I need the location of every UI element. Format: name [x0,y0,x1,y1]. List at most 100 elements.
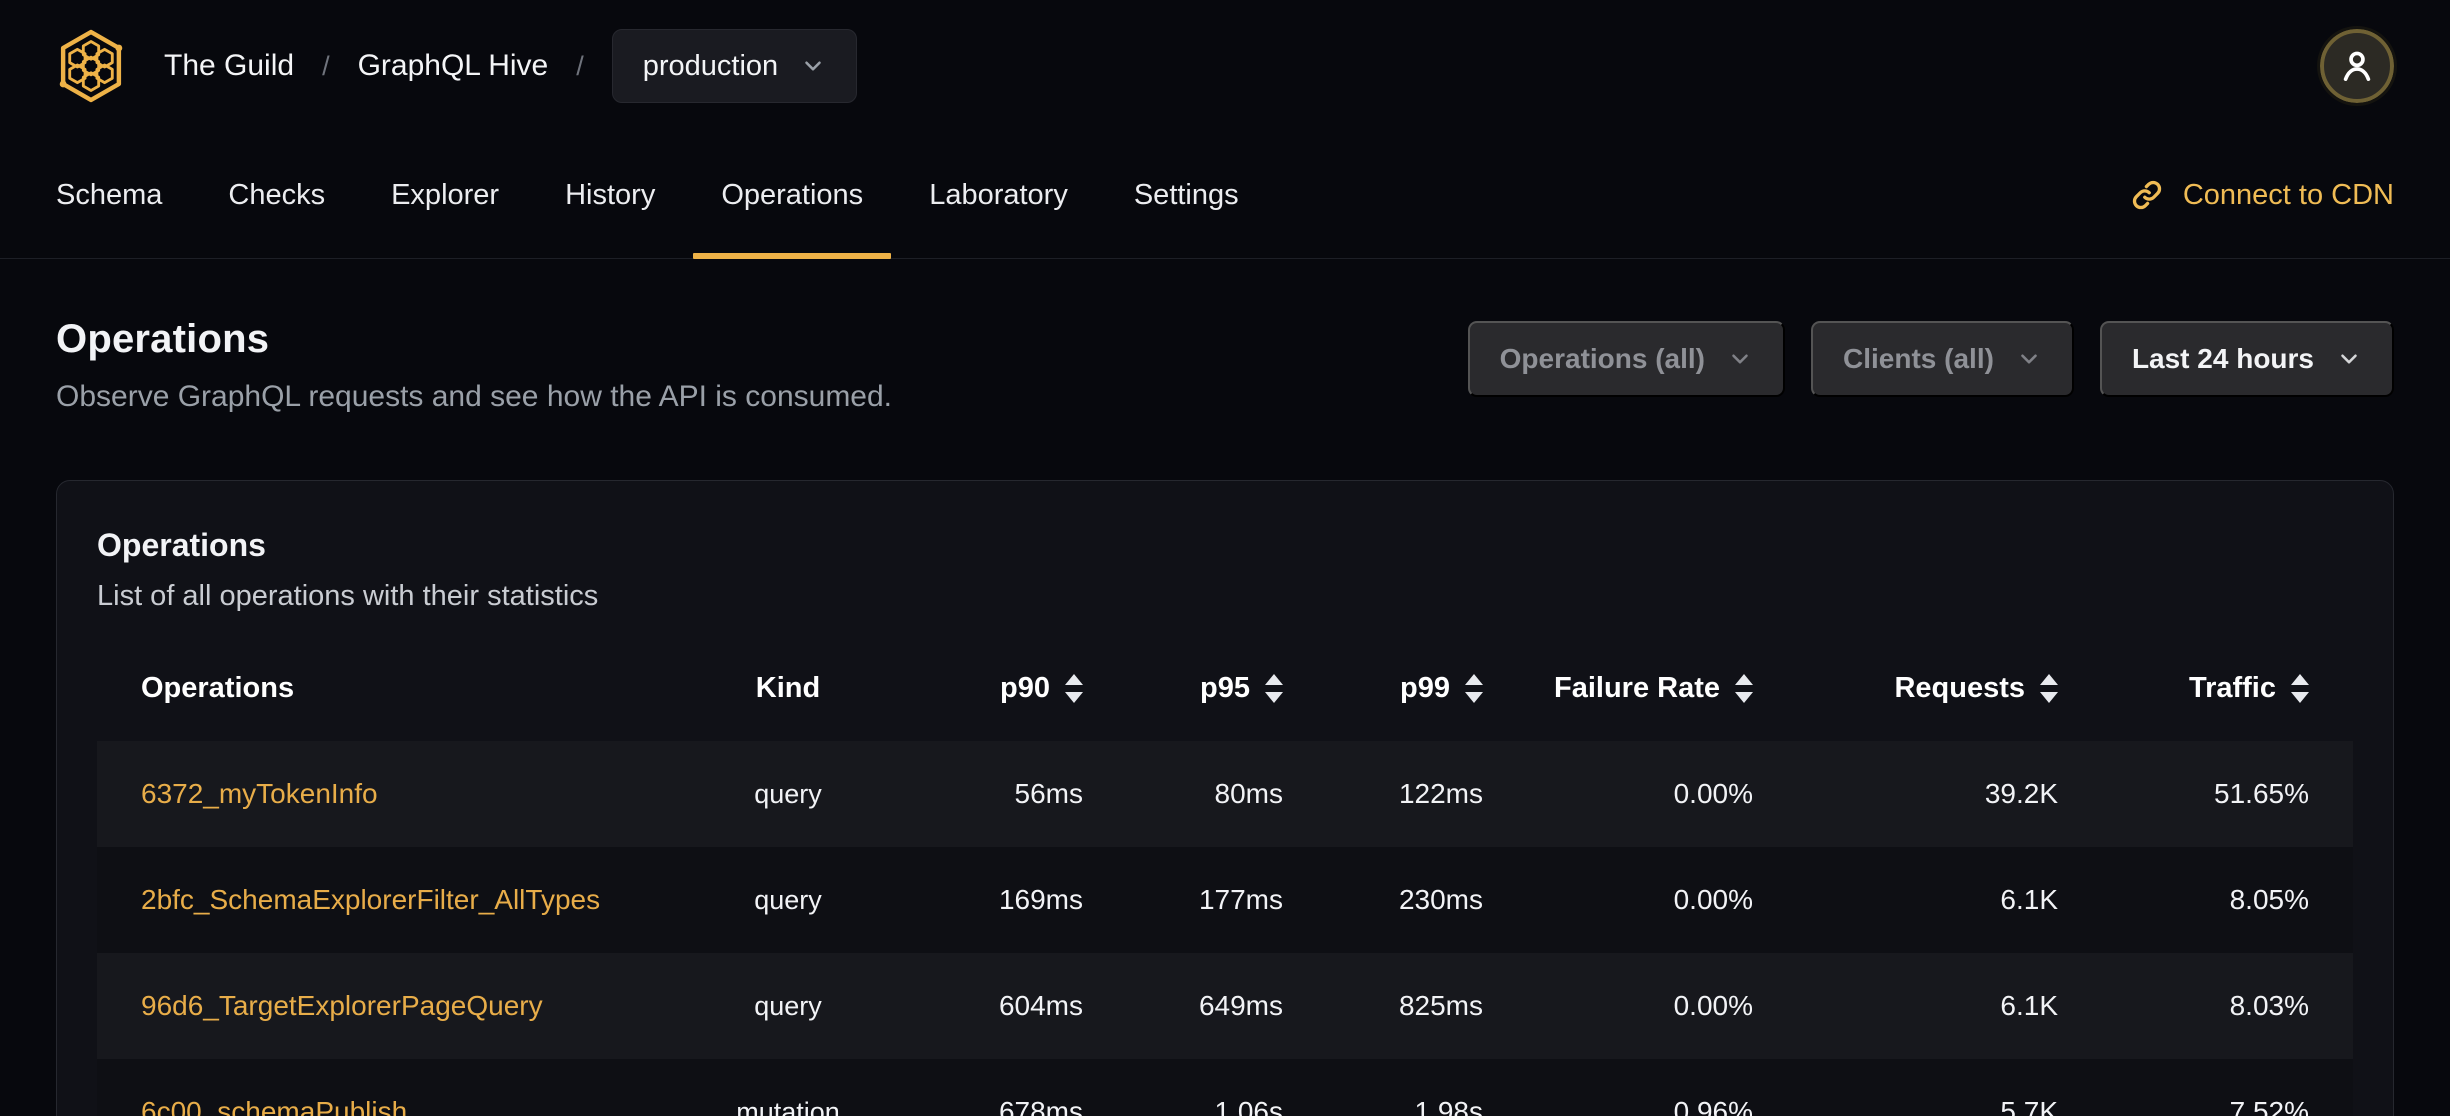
cell-name: 96d6_TargetExplorerPageQuery [97,990,693,1022]
tab-label: History [565,178,656,211]
chevron-down-icon [805,61,821,71]
cell-p99: 825ms [1398,990,1483,1021]
chevron-down-icon [1732,354,1748,364]
page-head-text: Operations Observe GraphQL requests and … [56,317,892,414]
clients-filter-button[interactable]: Clients (all) [1811,321,2074,397]
breadcrumb-org-link[interactable]: The Guild [164,49,295,82]
header-cell-kind: Kind [693,672,883,705]
tab-label: Checks [228,178,326,211]
operation-name-link[interactable]: 6372_myTokenInfo [141,778,378,809]
cell-kind: mutation [736,1096,840,1116]
card-title: Operations [97,527,266,563]
table-row: 6c00_schemaPublish mutation 678ms 1.06s 1.98… [97,1059,2353,1116]
header-cell-requests[interactable]: Requests [1753,672,2058,705]
tab-label: Schema [56,178,163,211]
header-cell-traffic[interactable]: Traffic [2058,672,2353,705]
cell-p95: 649ms [1198,990,1283,1021]
column-label: Traffic [2188,671,2276,704]
time-range-button[interactable]: Last 24 hours [2099,321,2394,397]
operations-stats-card: Operations List of all operations with t… [56,480,2394,1116]
chevron-down-icon [2021,354,2037,364]
column-label: Requests [1894,671,2025,704]
cell-traffic: 51.65% [2214,778,2309,809]
column-label: Operations [141,671,295,704]
cell-requests: 39.2K [1984,778,2058,809]
cell-requests: 5.7K [2000,1096,2058,1116]
tab-checks[interactable]: Checks [228,132,325,258]
tab-label: Laboratory [929,178,1068,211]
chevron-down-icon [2341,354,2357,364]
table-header: Operations Kind p90 p95 p99 Failure Rate Reque… [97,649,2353,727]
person-icon [2343,51,2371,81]
header-cell-p90[interactable]: p90 [883,672,1083,705]
tab-history[interactable]: History [565,132,655,258]
operations-filter-button[interactable]: Operations (all) [1467,321,1786,397]
cell-failure_rate: 0.00% [1673,990,1753,1021]
operation-name-link[interactable]: 2bfc_SchemaExplorerFilter_AllTypes [141,884,601,915]
nav-tabs-bar: Schema Checks Explorer History Operations Lab… [0,132,2450,259]
cell-p99: 122ms [1398,778,1483,809]
cell-traffic: 8.03% [2229,990,2309,1021]
column-label: Kind [755,671,821,704]
table-row: 2bfc_SchemaExplorerFilter_AllTypes query 1… [97,847,2353,953]
table-body: 6372_myTokenInfo query 56ms 80ms 122ms 0.00% 3… [97,741,2353,1116]
column-label: Failure Rate [1554,671,1720,704]
tab-explorer[interactable]: Explorer [391,132,499,258]
operation-name-link[interactable]: 96d6_TargetExplorerPageQuery [141,990,543,1021]
table-row: 96d6_TargetExplorerPageQuery query 604ms 64… [97,953,2353,1059]
page-head: Operations Observe GraphQL requests and … [56,317,2394,414]
sort-arrows-icon [2040,673,2058,703]
page-title: Operations [56,317,270,361]
cell-p99: 1.98s [1414,1096,1484,1116]
tab-settings[interactable]: Settings [1134,132,1239,258]
page-subtitle: Observe GraphQL requests and see how the… [56,380,893,413]
column-label: p95 [1200,671,1250,704]
header-cell-p95[interactable]: p95 [1083,672,1283,705]
cell-kind: query [754,990,822,1021]
header-cell-p99[interactable]: p99 [1283,672,1483,705]
sort-arrows-icon [1065,673,1083,703]
operation-name-link[interactable]: 6c00_schemaPublish [141,1096,408,1116]
filters: Operations (all) Clients (all) Last 24 h… [1467,321,2394,397]
nav-tabs: Schema Checks Explorer History Operations Lab… [56,132,1239,259]
breadcrumb-project-link[interactable]: GraphQL Hive [357,49,549,82]
cell-failure_rate: 0.96% [1673,1096,1753,1116]
main-content: Operations Observe GraphQL requests and … [0,317,2450,1116]
tab-label: Settings [1133,178,1239,211]
card-subtitle: List of all operations with their statis… [97,580,599,612]
time-range-label: Last 24 hours [2131,343,2314,374]
tab-schema[interactable]: Schema [56,132,162,258]
cell-name: 2bfc_SchemaExplorerFilter_AllTypes [97,884,693,916]
cell-p90: 169ms [998,884,1083,915]
cell-name: 6c00_schemaPublish [97,1096,693,1116]
top-bar: The Guild / GraphQL Hive / production [0,0,2450,132]
cell-p90: 604ms [998,990,1083,1021]
cell-p90: 56ms [1014,778,1083,809]
user-avatar-button[interactable] [2317,26,2397,106]
operations-table: Operations Kind p90 p95 p99 Failure Rate Reque… [97,649,2353,1116]
cell-traffic: 8.05% [2229,884,2309,915]
cell-failure_rate: 0.00% [1673,884,1753,915]
column-label: p99 [1400,671,1450,704]
sort-arrows-icon [1465,673,1483,703]
header-cell-name: Operations [97,672,693,705]
cell-failure_rate: 0.00% [1673,778,1753,809]
breadcrumb: The Guild / GraphQL Hive / [164,49,584,83]
cell-kind: query [754,778,822,809]
tab-label: Explorer [391,178,500,211]
tab-laboratory[interactable]: Laboratory [929,132,1068,258]
connect-to-cdn-link[interactable]: Connect to CDN [2129,132,2394,258]
cell-kind: query [754,884,822,915]
cell-requests: 6.1K [2000,990,2058,1021]
cell-traffic: 7.52% [2229,1096,2309,1116]
header-cell-failure_rate[interactable]: Failure Rate [1483,672,1753,705]
guild-logo-icon[interactable] [56,26,126,106]
breadcrumb-separator: / [576,50,584,81]
breadcrumb-separator: / [322,50,330,81]
cell-p95: 177ms [1198,884,1283,915]
table-row: 6372_myTokenInfo query 56ms 80ms 122ms 0.00% 3… [97,741,2353,847]
tab-label: Operations [721,178,864,211]
target-selector-button[interactable]: production [611,29,858,103]
tab-operations[interactable]: Operations [693,132,892,259]
cell-p95: 80ms [1214,778,1283,809]
